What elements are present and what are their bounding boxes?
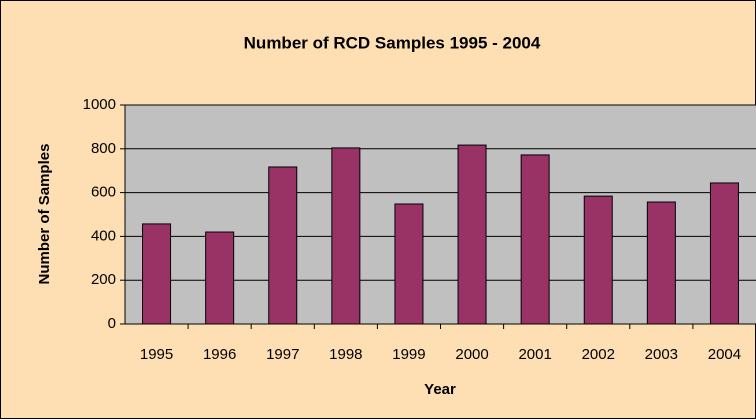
y-tick-label: 0 bbox=[108, 315, 116, 332]
bar bbox=[142, 223, 172, 325]
bar bbox=[457, 144, 487, 325]
x-tick-label: 1999 bbox=[392, 346, 425, 363]
x-tick-label: 1995 bbox=[140, 346, 173, 363]
y-tick-label: 600 bbox=[91, 184, 116, 201]
bar bbox=[331, 147, 361, 325]
y-tick-label: 400 bbox=[91, 227, 116, 244]
x-tick-label: 1997 bbox=[266, 346, 299, 363]
bar bbox=[520, 154, 550, 325]
bar bbox=[268, 166, 298, 325]
x-tick-label: 2002 bbox=[582, 346, 615, 363]
x-tick-label: 2004 bbox=[708, 346, 741, 363]
y-tick-label: 1000 bbox=[83, 96, 116, 113]
chart-title: Number of RCD Samples 1995 - 2004 bbox=[244, 33, 541, 52]
x-tick-label: 1998 bbox=[329, 346, 362, 363]
y-tick-label: 200 bbox=[91, 271, 116, 288]
x-tick-label: 2003 bbox=[645, 346, 678, 363]
x-tick-label: 2000 bbox=[455, 346, 488, 363]
bar bbox=[646, 201, 676, 325]
bar bbox=[205, 231, 235, 325]
x-tick-label: 1996 bbox=[203, 346, 236, 363]
x-axis-label: Year bbox=[424, 381, 456, 398]
x-tick-label: 2001 bbox=[518, 346, 551, 363]
y-tick-label: 800 bbox=[91, 140, 116, 157]
y-axis-label: Number of Samples bbox=[36, 144, 53, 285]
bar bbox=[709, 182, 739, 325]
bar bbox=[583, 195, 613, 325]
bar bbox=[394, 203, 424, 325]
